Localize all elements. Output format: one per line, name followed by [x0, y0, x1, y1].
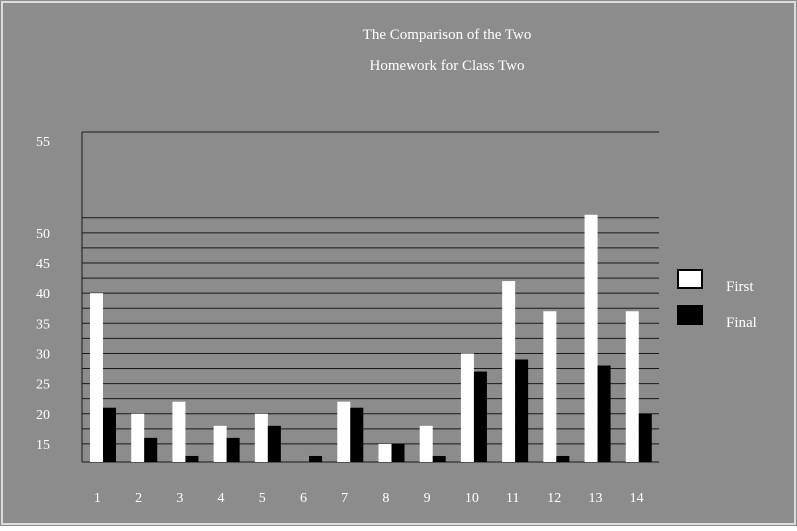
y-tick-label: 30	[36, 347, 50, 362]
bar-final	[515, 359, 529, 462]
bar-final	[309, 455, 323, 462]
bar-final	[391, 443, 405, 462]
legend-label-final: Final	[726, 315, 757, 331]
y-tick-label: 20	[36, 408, 50, 423]
bar-final	[103, 407, 116, 462]
y-tick-label: 15	[36, 438, 50, 453]
x-tick-label: 14	[630, 491, 644, 506]
bar-first	[131, 413, 145, 462]
x-tick-label: 12	[547, 491, 561, 506]
bar-final	[638, 413, 652, 462]
bar-first	[90, 293, 103, 462]
x-tick-label: 2	[135, 491, 142, 506]
bar-first	[625, 311, 639, 462]
y-tick-label: 40	[36, 287, 50, 302]
bar-final	[144, 437, 158, 462]
bar-final	[267, 425, 281, 462]
bar-final	[473, 371, 487, 462]
bar-first	[460, 353, 474, 462]
gridlines	[81, 131, 659, 463]
bar-first	[543, 311, 557, 462]
bar-first	[254, 413, 268, 462]
x-tick-label: 9	[424, 491, 431, 506]
y-tick-label: 25	[36, 378, 50, 393]
chart-subtitle: Homework for Class Two	[370, 58, 525, 74]
y-tick-label: 35	[36, 317, 50, 332]
bar-final	[185, 455, 199, 462]
x-tick-label: 10	[465, 491, 479, 506]
x-tick-label: 11	[506, 491, 519, 506]
bar-final	[556, 455, 570, 462]
legend-swatch-first	[677, 269, 703, 289]
bar-first	[213, 425, 227, 462]
legend-swatch-final	[677, 305, 703, 325]
bar-final	[597, 365, 611, 462]
bar-first	[172, 401, 186, 462]
bar-first	[584, 214, 598, 462]
x-tick-label: 13	[588, 491, 602, 506]
x-tick-label: 3	[176, 491, 183, 506]
bar-first	[337, 401, 351, 462]
y-tick-label: 45	[36, 257, 50, 272]
y-tick-label: 50	[36, 227, 50, 242]
y-tick-label: 55	[36, 135, 50, 150]
bars	[90, 214, 652, 462]
y-axis-ticks: 55 50 45 40 35 30 25 20 15	[36, 135, 50, 453]
x-tick-label: 5	[259, 491, 266, 506]
legend-label-first: First	[726, 279, 754, 295]
x-tick-label: 6	[300, 491, 307, 506]
bar-final	[350, 407, 364, 462]
bar-first	[419, 425, 433, 462]
bar-first	[378, 443, 392, 462]
bar-first	[502, 281, 516, 462]
legend: First Final	[677, 269, 757, 331]
x-tick-label: 1	[94, 491, 101, 506]
chart-title: The Comparison of the Two	[363, 27, 532, 43]
x-axis-ticks: 1 2 3 4 5 6 7 8 9 10 11 12 13 14	[94, 491, 644, 506]
x-tick-label: 4	[218, 491, 225, 506]
x-tick-label: 7	[341, 491, 348, 506]
bar-final	[432, 455, 446, 462]
x-tick-label: 8	[382, 491, 389, 506]
bar-final	[226, 437, 240, 462]
